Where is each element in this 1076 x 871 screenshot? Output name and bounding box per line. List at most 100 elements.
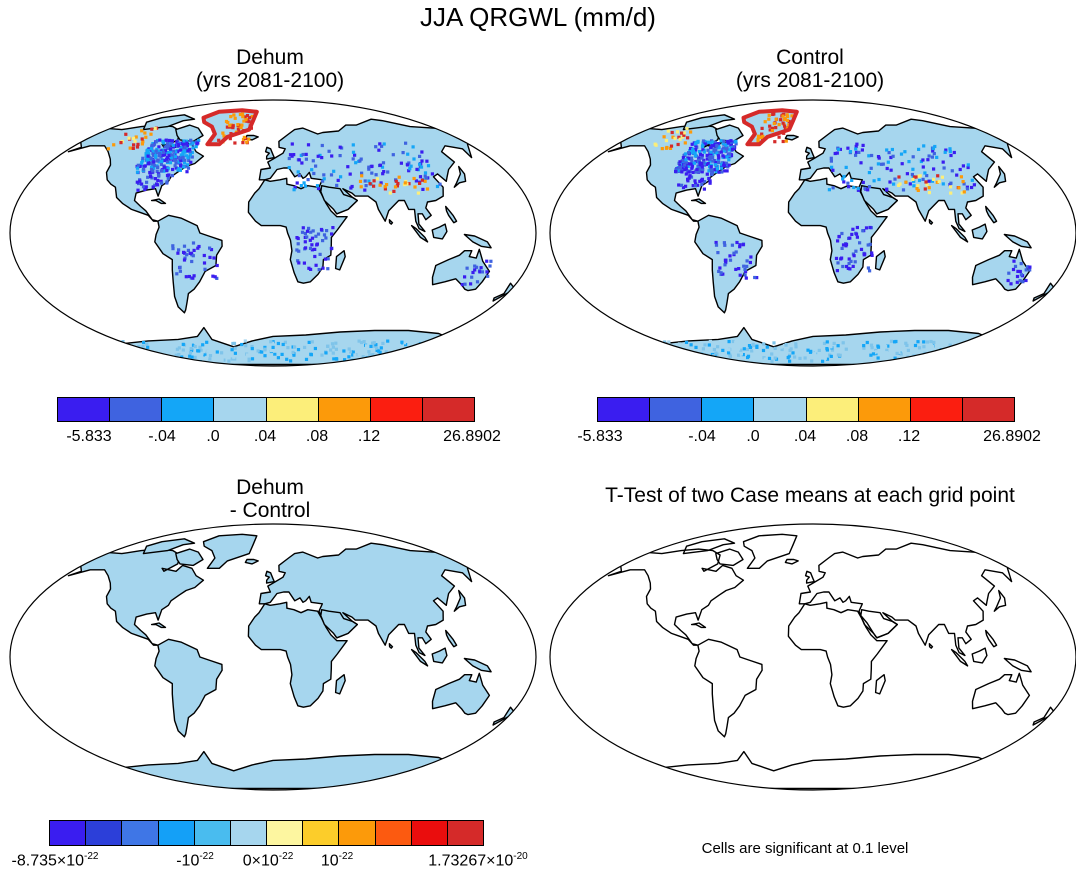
grid-cell (135, 353, 139, 357)
grid-cell (186, 156, 190, 160)
grid-cell (232, 113, 236, 117)
map-content (607, 108, 1056, 366)
grid-cell (171, 143, 175, 147)
colorbar-diff-label-pos-base: 10 (320, 852, 339, 870)
grid-cell (160, 169, 164, 173)
grid-cell (904, 180, 908, 184)
grid-cell (394, 179, 398, 183)
grid-cell (368, 353, 372, 357)
grid-cell (190, 259, 194, 264)
grid-cell (709, 165, 713, 169)
colorbar-dehum-swatch-1 (110, 398, 163, 421)
grid-cell (393, 185, 398, 189)
grid-cell (227, 356, 231, 360)
grid-cell (301, 226, 305, 230)
grid-cell (825, 357, 830, 361)
grid-cell (885, 166, 889, 171)
grid-cell (706, 140, 710, 144)
grid-cell (309, 230, 313, 234)
grid-cell (245, 353, 250, 357)
grid-cell (186, 248, 190, 252)
grid-cell (718, 266, 722, 270)
grid-cell (425, 159, 429, 163)
grid-cell (705, 172, 709, 176)
landmass-arctic-islands (142, 538, 196, 555)
grid-cell (724, 341, 729, 345)
grid-cell (189, 138, 193, 142)
grid-cell (194, 140, 198, 144)
grid-cell (359, 340, 364, 345)
grid-cell (276, 341, 280, 346)
grid-cell (112, 348, 116, 352)
grid-cell (925, 340, 930, 344)
grid-cell (745, 264, 749, 268)
grid-cell (935, 155, 939, 159)
grid-cell (690, 166, 694, 170)
grid-cell (148, 171, 152, 175)
grid-cell (401, 358, 405, 362)
grid-cell (836, 261, 840, 265)
grid-cell (711, 140, 715, 144)
grid-cell (785, 113, 789, 117)
grid-cell (146, 154, 150, 158)
grid-cell (302, 261, 306, 265)
grid-cell (744, 276, 748, 280)
globe-outline (549, 99, 1076, 367)
grid-cell (140, 161, 144, 165)
grid-cell (167, 141, 171, 145)
grid-cell (193, 341, 198, 345)
grid-cell (870, 346, 874, 350)
grid-cell (177, 346, 181, 350)
grid-cell (857, 150, 861, 154)
grid-cell (723, 263, 727, 267)
grid-cell (663, 340, 667, 344)
grid-cell (775, 352, 779, 356)
grid-cell (867, 171, 871, 175)
grid-cell (697, 167, 701, 171)
grid-cell (297, 158, 301, 162)
grid-cell (318, 252, 322, 256)
colorbar-diff-label-pos: 10-22 (321, 851, 353, 870)
grid-cell (707, 176, 711, 181)
grid-cell (876, 356, 880, 360)
grid-cell (927, 191, 931, 195)
grid-cell (214, 344, 218, 348)
grid-cell (175, 347, 179, 351)
grid-cell (684, 161, 688, 165)
grid-cell (335, 183, 339, 187)
grid-cell (872, 179, 876, 183)
grid-cell (726, 141, 731, 145)
grid-cell (295, 181, 299, 185)
grid-cell (897, 175, 901, 179)
grid-cell (291, 350, 295, 354)
grid-cell (176, 150, 180, 154)
grid-cell (924, 353, 929, 358)
grid-cell (160, 159, 164, 163)
grid-cell (360, 171, 364, 175)
grid-cell (963, 346, 967, 351)
grid-cell (127, 136, 131, 140)
grid-cell (927, 154, 931, 158)
grid-cell (408, 351, 412, 355)
grid-cell (660, 351, 664, 355)
grid-cell (755, 276, 759, 280)
map-diff (9, 523, 537, 791)
grid-cell (174, 150, 178, 154)
grid-cell (773, 140, 777, 144)
grid-cell (157, 160, 161, 164)
grid-cell (888, 180, 892, 184)
grid-cell (683, 163, 687, 167)
grid-cell (1007, 271, 1011, 275)
grid-cell (749, 255, 753, 259)
grid-cell (911, 177, 915, 181)
grid-cell (717, 146, 721, 150)
grid-cell (753, 275, 757, 280)
grid-cell (890, 147, 894, 152)
grid-cell (151, 152, 156, 156)
grid-cell (725, 155, 729, 159)
grid-cell (165, 173, 170, 178)
grid-cell (369, 359, 373, 363)
grid-cell (322, 341, 326, 345)
grid-cell (856, 188, 860, 192)
grid-cell (182, 258, 187, 262)
